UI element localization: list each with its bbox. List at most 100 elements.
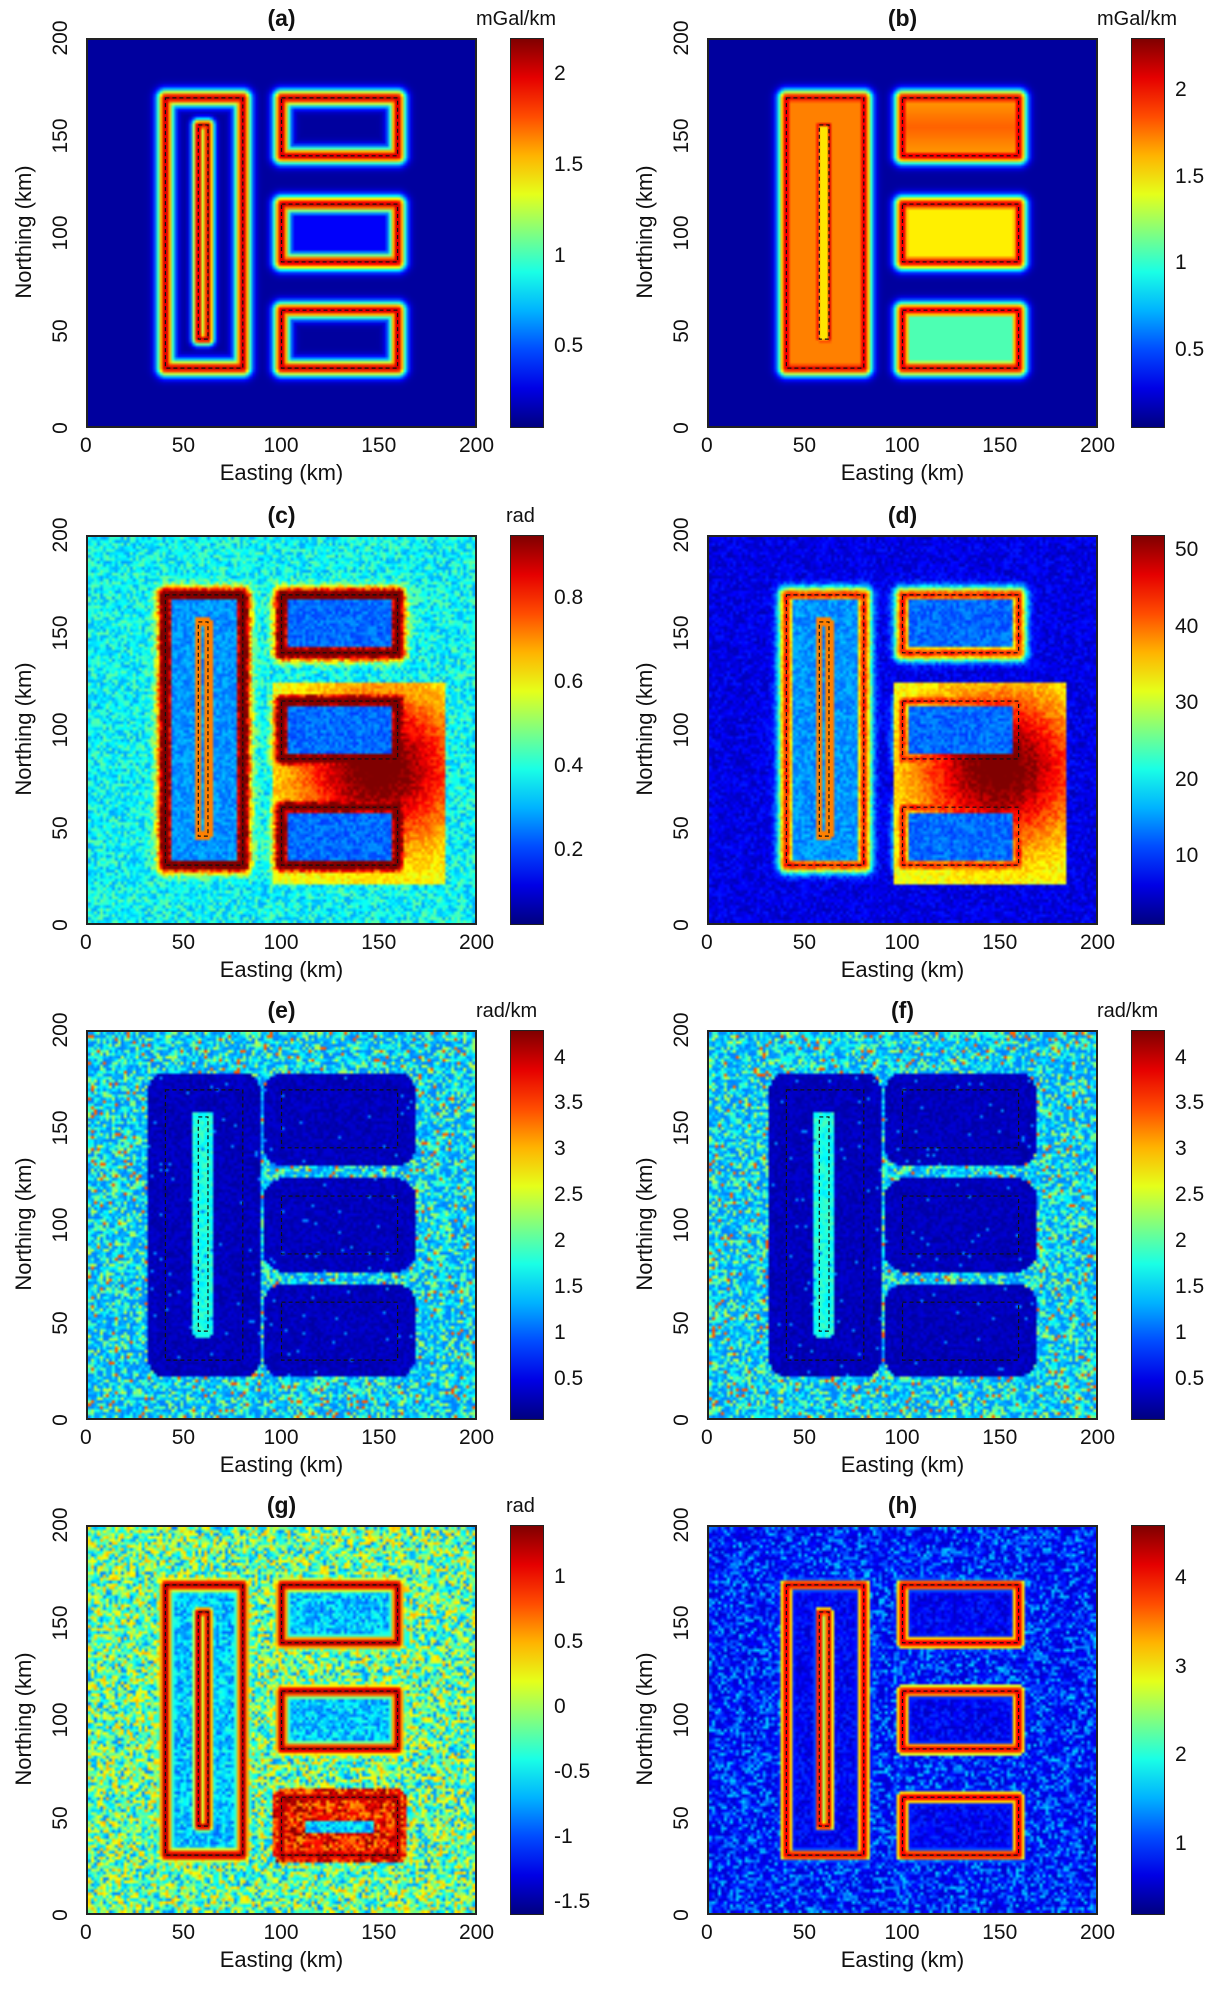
prism-outline-1 [165,1090,242,1360]
prism-outline-2 [903,1585,1019,1643]
prism-outline-1 [165,98,242,368]
x-tick-label: 0 [701,1426,713,1449]
colorbar-a [510,38,544,428]
prism-outline-3 [282,701,398,759]
colorbar-tick-label: 0.5 [554,1630,584,1653]
x-tick-label: 100 [263,434,299,457]
y-tick-label: 50 [49,815,72,840]
prism-outline-1 [165,595,242,865]
y-tick-label: 50 [49,1805,72,1830]
y-axis-label: Northing (km) [632,662,657,796]
colorbar-c [510,535,544,925]
y-tick-label: 150 [670,117,693,154]
x-tick-label: 0 [80,931,92,954]
y-tick-label: 0 [49,919,72,931]
colorbar-b [1131,38,1165,428]
y-tick-label: 100 [670,1702,693,1738]
y-tick-label: 200 [49,1507,72,1543]
colorbar-tick-label: 1.5 [1175,164,1205,188]
x-tick-label: 0 [701,931,713,954]
x-axis-label: Easting (km) [219,460,344,485]
prism-outline-1 [786,595,863,865]
colorbar-unit-label: rad [506,505,535,527]
y-tick-label: 50 [670,1310,693,1335]
y-tick-label: 0 [670,422,693,434]
x-tick-label: 150 [361,931,397,954]
x-axis-label: Easting (km) [219,1947,344,1972]
prism-outline-3 [903,701,1019,759]
colorbar-tick-label: 0.5 [554,1366,584,1390]
x-tick-label: 50 [171,1921,196,1944]
colorbar-tick-label: 1 [1175,251,1187,275]
colorbar-tick-label: 0.5 [1175,1366,1205,1390]
colorbar-tick-label: 2.5 [1175,1183,1205,1207]
prism-outline-2 [282,1585,398,1643]
y-tick-label: 50 [670,815,693,840]
colorbar-tick-label: 1.5 [554,152,584,176]
x-tick-label: 150 [982,1426,1018,1449]
colorbar-tick-label: 1.5 [1175,1274,1205,1298]
x-axis-label: Easting (km) [840,1947,965,1972]
colorbar-tick-label: 10 [1175,844,1199,868]
colorbar-tick-label: 3 [1175,1654,1187,1678]
prism-outline-4 [282,1797,398,1855]
x-tick-label: 0 [80,1426,92,1449]
x-tick-label: 150 [982,931,1018,954]
prism-outline-4 [903,1797,1019,1855]
plot-area-e [86,1030,477,1420]
colorbar-tick-label: 1 [554,1565,566,1588]
y-tick-label: 0 [670,1414,693,1426]
colorbar-tick-label: 4 [1175,1045,1187,1069]
colorbar-tick-label: 3.5 [1175,1091,1205,1115]
colorbar-tick-label: 1 [1175,1832,1187,1856]
prism-outline-3 [903,204,1019,262]
colorbar-tick-label: 4 [1175,1566,1187,1590]
y-tick-label: 200 [670,517,693,553]
prism-outline-1 [786,1585,863,1855]
colorbar-tick-label: 1 [554,1320,566,1344]
prism-outlines-g [88,1527,475,1913]
x-tick-label: 100 [884,1426,920,1449]
colorbar-tick-label: 1.5 [554,1274,584,1298]
prism-outline-4 [903,1302,1019,1360]
y-axis-label: Northing (km) [11,165,36,299]
x-tick-label: 200 [459,931,495,954]
colorbar-unit-label: rad [506,1495,535,1517]
x-tick-label: 0 [80,1921,92,1944]
colorbar-tick-label: 2 [1175,1229,1187,1253]
prism-outline-5 [819,1117,829,1331]
y-tick-label: 150 [670,614,693,651]
colorbar-unit-label: mGal/km [476,8,556,30]
x-tick-label: 50 [171,434,196,457]
prism-outline-5 [819,622,829,836]
x-tick-label: 50 [792,1426,817,1449]
plot-area-b [707,38,1098,428]
colorbar-tick-label: -1.5 [554,1890,591,1913]
y-axis-label: Northing (km) [632,1157,657,1291]
colorbar-tick-label: 2 [554,62,566,86]
colorbar-tick-label: 0 [554,1695,566,1718]
prism-outline-2 [903,1090,1019,1148]
y-tick-label: 200 [49,1012,72,1048]
prism-outline-4 [903,807,1019,865]
x-axis-label: Easting (km) [840,460,965,485]
y-tick-label: 200 [49,517,72,553]
panel-title-e: (e) [267,997,296,1023]
x-axis-label: Easting (km) [219,957,344,982]
x-tick-label: 200 [459,1921,495,1944]
x-tick-label: 50 [171,1426,196,1449]
panel-title-d: (d) [887,502,918,528]
y-tick-label: 100 [670,1207,693,1243]
x-tick-label: 50 [171,931,196,954]
prism-outline-5 [198,1117,208,1331]
x-tick-label: 100 [263,931,299,954]
prism-outline-3 [903,1691,1019,1749]
x-tick-label: 0 [701,434,713,457]
x-tick-label: 150 [361,1921,397,1944]
prism-outlines-c [88,537,475,923]
panel-title-h: (h) [887,1492,918,1518]
prism-outline-4 [282,310,398,368]
colorbar-e [510,1030,544,1420]
y-tick-label: 150 [49,117,72,154]
